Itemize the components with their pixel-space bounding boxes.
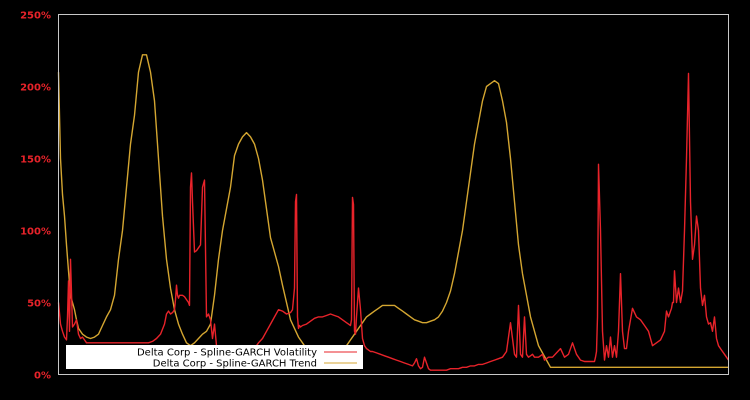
plot-frame	[58, 14, 729, 375]
y-tick-label: 100%	[20, 227, 51, 238]
volatility-line	[57, 72, 730, 371]
y-tick-label: 0%	[34, 371, 51, 382]
y-tick-label: 50%	[27, 299, 51, 310]
y-tick-label: 200%	[20, 83, 51, 94]
legend-box	[66, 345, 363, 369]
plot-lines	[57, 54, 730, 371]
legend-label-volatility: Delta Corp - Spline-GARCH Volatility	[137, 348, 317, 359]
y-axis: 0% 50% 100% 150% 200% 250%	[20, 11, 51, 382]
y-tick-label: 250%	[20, 11, 51, 22]
legend: Delta Corp - Spline-GARCH Volatility Del…	[66, 345, 363, 370]
legend-label-trend: Delta Corp - Spline-GARCH Trend	[153, 359, 317, 370]
trend-line	[57, 54, 729, 368]
y-tick-label: 150%	[20, 155, 51, 166]
